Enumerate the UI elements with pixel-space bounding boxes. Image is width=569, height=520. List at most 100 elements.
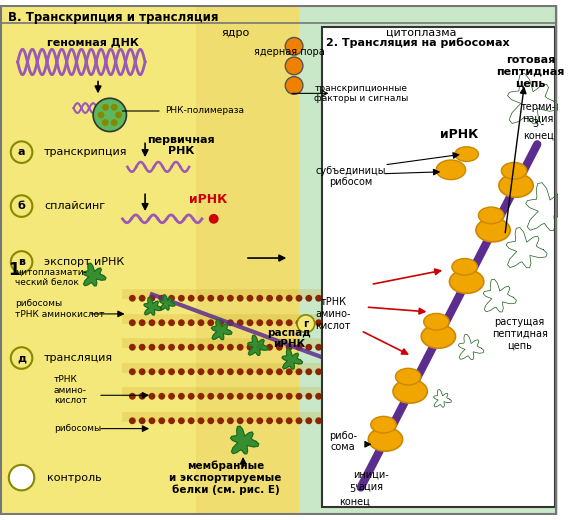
Circle shape [139, 418, 146, 424]
Ellipse shape [499, 174, 533, 197]
Circle shape [227, 344, 234, 350]
Circle shape [237, 418, 244, 424]
Circle shape [394, 393, 401, 400]
Text: 5'-
конец: 5'- конец [340, 485, 370, 506]
Circle shape [149, 344, 155, 350]
Circle shape [295, 368, 303, 375]
Circle shape [149, 418, 155, 424]
Text: иРНК: иРНК [440, 128, 478, 141]
Circle shape [139, 368, 146, 375]
Circle shape [188, 368, 195, 375]
Circle shape [246, 344, 253, 350]
Circle shape [158, 295, 165, 302]
Polygon shape [508, 73, 559, 124]
Circle shape [149, 393, 155, 400]
Circle shape [295, 418, 303, 424]
Circle shape [335, 344, 341, 350]
Circle shape [335, 393, 341, 400]
Circle shape [11, 141, 32, 163]
Circle shape [345, 418, 352, 424]
Circle shape [178, 344, 185, 350]
Circle shape [158, 393, 165, 400]
Text: д: д [17, 353, 26, 363]
Polygon shape [144, 297, 162, 315]
Circle shape [384, 393, 391, 400]
Circle shape [384, 344, 391, 350]
FancyBboxPatch shape [321, 27, 555, 507]
Circle shape [345, 319, 352, 326]
Text: а: а [18, 147, 25, 157]
Ellipse shape [424, 314, 449, 330]
Circle shape [266, 368, 273, 375]
Ellipse shape [479, 207, 504, 224]
Circle shape [115, 111, 122, 119]
Circle shape [315, 393, 322, 400]
Circle shape [246, 368, 253, 375]
Circle shape [197, 418, 204, 424]
Polygon shape [248, 335, 268, 355]
Circle shape [217, 393, 224, 400]
Circle shape [315, 418, 322, 424]
Circle shape [286, 319, 292, 326]
Circle shape [227, 295, 234, 302]
Circle shape [266, 344, 273, 350]
Circle shape [354, 368, 361, 375]
Circle shape [149, 368, 155, 375]
Ellipse shape [455, 147, 479, 162]
Polygon shape [526, 183, 569, 230]
Circle shape [276, 368, 283, 375]
Circle shape [188, 418, 195, 424]
Circle shape [207, 319, 214, 326]
Text: иници-
ация: иници- ация [353, 470, 389, 491]
Circle shape [227, 319, 234, 326]
Circle shape [354, 295, 361, 302]
Circle shape [207, 295, 214, 302]
Circle shape [207, 368, 214, 375]
Circle shape [266, 319, 273, 326]
Circle shape [394, 368, 401, 375]
Circle shape [11, 251, 32, 273]
Circle shape [217, 295, 224, 302]
Circle shape [315, 319, 322, 326]
Circle shape [345, 368, 352, 375]
Polygon shape [230, 426, 259, 454]
Circle shape [139, 344, 146, 350]
Circle shape [158, 368, 165, 375]
Text: готовая
пептидная
цепь: готовая пептидная цепь [496, 55, 564, 88]
Circle shape [276, 344, 283, 350]
Text: геномная ДНК: геномная ДНК [47, 37, 139, 47]
Circle shape [188, 295, 195, 302]
Circle shape [139, 319, 146, 326]
Circle shape [93, 98, 126, 132]
Circle shape [276, 295, 283, 302]
Circle shape [325, 368, 332, 375]
Ellipse shape [436, 160, 465, 179]
Circle shape [276, 319, 283, 326]
Circle shape [374, 295, 381, 302]
Circle shape [129, 368, 136, 375]
Circle shape [178, 368, 185, 375]
Text: экспорт иРНК: экспорт иРНК [44, 257, 125, 267]
Circle shape [394, 295, 401, 302]
Text: ядерная пора: ядерная пора [254, 47, 324, 57]
Text: цитоплазма: цитоплазма [386, 28, 457, 37]
Circle shape [158, 418, 165, 424]
Circle shape [374, 393, 381, 400]
Circle shape [374, 319, 381, 326]
Circle shape [325, 418, 332, 424]
Circle shape [197, 344, 204, 350]
Circle shape [315, 368, 322, 375]
Text: растущая
пептидная
цепь: растущая пептидная цепь [492, 317, 547, 350]
Ellipse shape [452, 258, 477, 275]
Circle shape [217, 418, 224, 424]
Polygon shape [212, 319, 232, 340]
Text: терми-
нация: терми- нация [521, 102, 556, 124]
Circle shape [227, 418, 234, 424]
Circle shape [139, 393, 146, 400]
Text: 1: 1 [8, 261, 19, 279]
Circle shape [246, 418, 253, 424]
Circle shape [168, 368, 175, 375]
FancyBboxPatch shape [196, 5, 314, 515]
Circle shape [315, 344, 322, 350]
Circle shape [139, 295, 146, 302]
